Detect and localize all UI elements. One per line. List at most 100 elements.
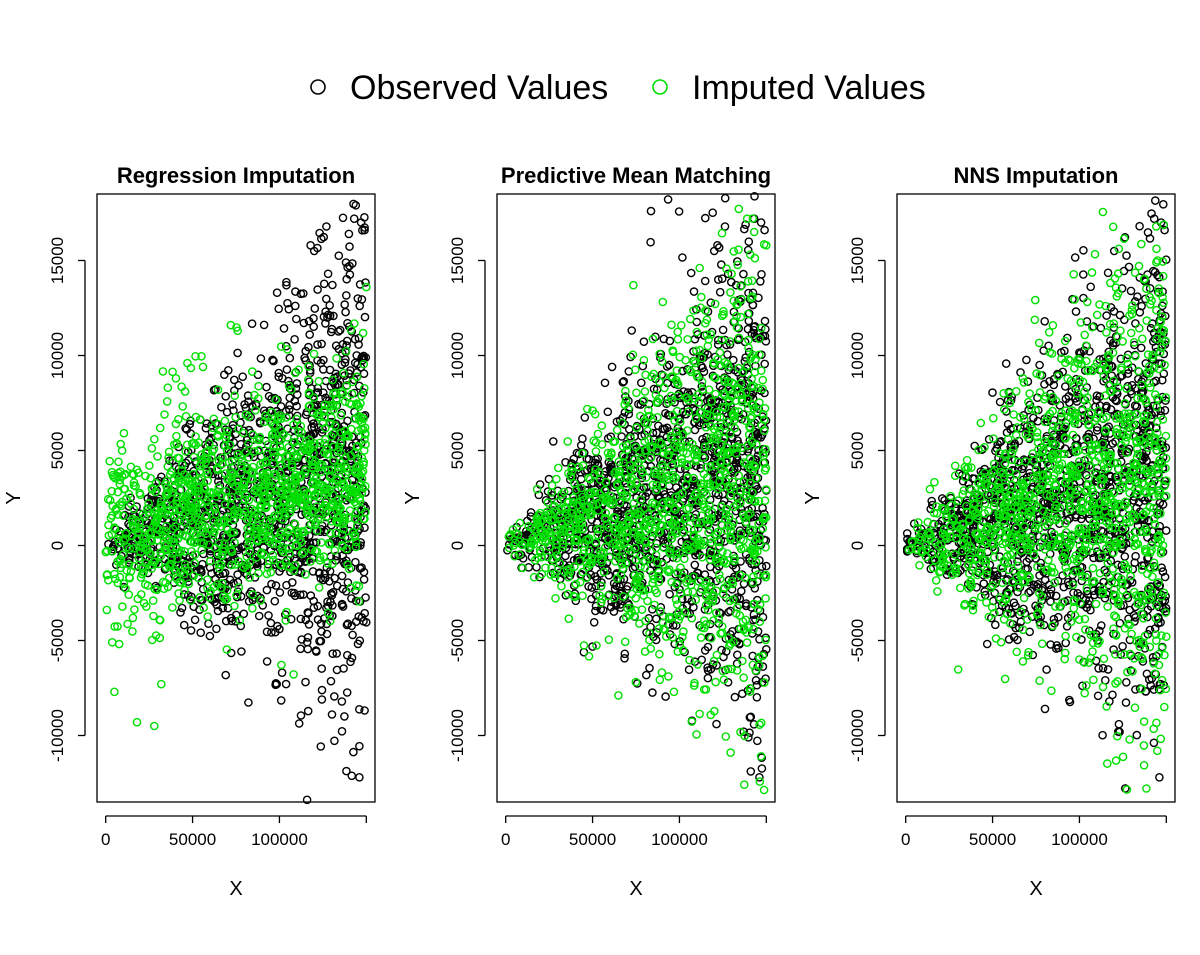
observed-point [234,380,243,390]
observed-point [259,320,269,330]
y-tick-label: 15000 [448,237,467,284]
imputed-point [360,481,370,491]
imputed-point [184,579,194,589]
imputed-point [294,365,303,375]
imputed-point [319,405,329,415]
observed-point [329,311,338,321]
observed-point [324,577,334,586]
observed-point [296,289,306,299]
observed-point [321,294,331,304]
imputed-point [162,397,172,406]
observed-point [229,579,238,588]
y-tick-label: 0 [48,541,67,550]
imputed-point [342,463,352,473]
observed-point [323,597,332,607]
observed-point [330,736,339,746]
imputed-point [341,453,350,462]
observed-point [334,327,343,336]
observed-point [221,670,230,680]
imputed-point [199,603,208,613]
observed-point [302,795,312,805]
observed-point [256,354,266,363]
observed-point [309,322,319,332]
observed-point [279,324,289,333]
observed-point [205,631,215,641]
observed-point [143,494,153,503]
imputed-point [328,559,337,569]
x-tick-label: 0 [501,830,510,849]
legend-imputed-label: Imputed Values [692,69,926,107]
observed-point [360,312,370,322]
observed-point [303,633,313,642]
observed-point [329,692,339,701]
observed-point [321,307,330,317]
observed-point [294,719,304,728]
panel-regression-imputation: Regression Imputation 0 50000 100000 -1000… [3,163,376,900]
imputed-point [232,590,241,600]
observed-point [243,391,253,400]
observed-point [354,333,364,343]
observed-point [186,626,196,635]
imputed-point [331,528,341,538]
observed-point [238,372,247,382]
observed-point [176,608,185,617]
observed-point [304,316,314,326]
imputed-point [291,470,300,480]
observed-point [236,621,246,631]
x-tick-label: 50000 [569,830,616,849]
observed-point [337,571,347,581]
y-tick-label: 5000 [48,432,67,470]
observed-point [355,773,364,782]
imputed-point [350,514,360,523]
imputed-point [270,511,279,520]
observed-point [156,472,166,482]
observed-point [299,318,309,328]
imputed-point [361,440,370,449]
imputed-point [164,453,173,462]
observed-point [313,601,323,611]
imputed-point [359,359,369,369]
imputed-point [351,508,361,518]
observed-point [332,649,342,658]
observed-point [342,650,352,660]
imputed-point [208,423,218,433]
observed-point [290,334,299,344]
imputed-point [200,484,210,494]
imputed-point [107,511,117,520]
imputed-point [217,579,227,588]
observed-point [305,330,315,339]
observed-point [332,665,342,675]
imputed-point [348,377,357,387]
observed-point [342,620,352,630]
observed-point [355,636,365,646]
panel-title: Regression Imputation [117,163,355,188]
observed-point [272,679,282,689]
imputed-point [158,367,168,376]
observed-point [341,307,350,317]
imputed-point [121,494,131,504]
observed-point [344,229,354,239]
imputed-point [189,571,199,581]
imputed-point [271,395,281,405]
imputed-point [107,486,117,496]
observed-point [332,551,341,561]
observed-point [317,695,327,704]
observed-point [309,596,319,606]
observed-point [283,298,292,308]
imputed-point [139,568,148,577]
observed-point [317,685,327,695]
imputed-point [285,533,295,542]
observed-point [322,629,332,639]
observed-point [347,653,357,663]
imputed-point [237,456,246,466]
observed-point [256,593,265,603]
observed-point [338,213,348,223]
observed-point [310,304,320,313]
observed-point [276,696,286,705]
observed-point [229,375,239,385]
imputed-point [303,375,313,385]
legend: Observed Values Imputed Values [310,69,926,107]
observed-point [338,602,348,611]
imputed-point [181,531,191,541]
